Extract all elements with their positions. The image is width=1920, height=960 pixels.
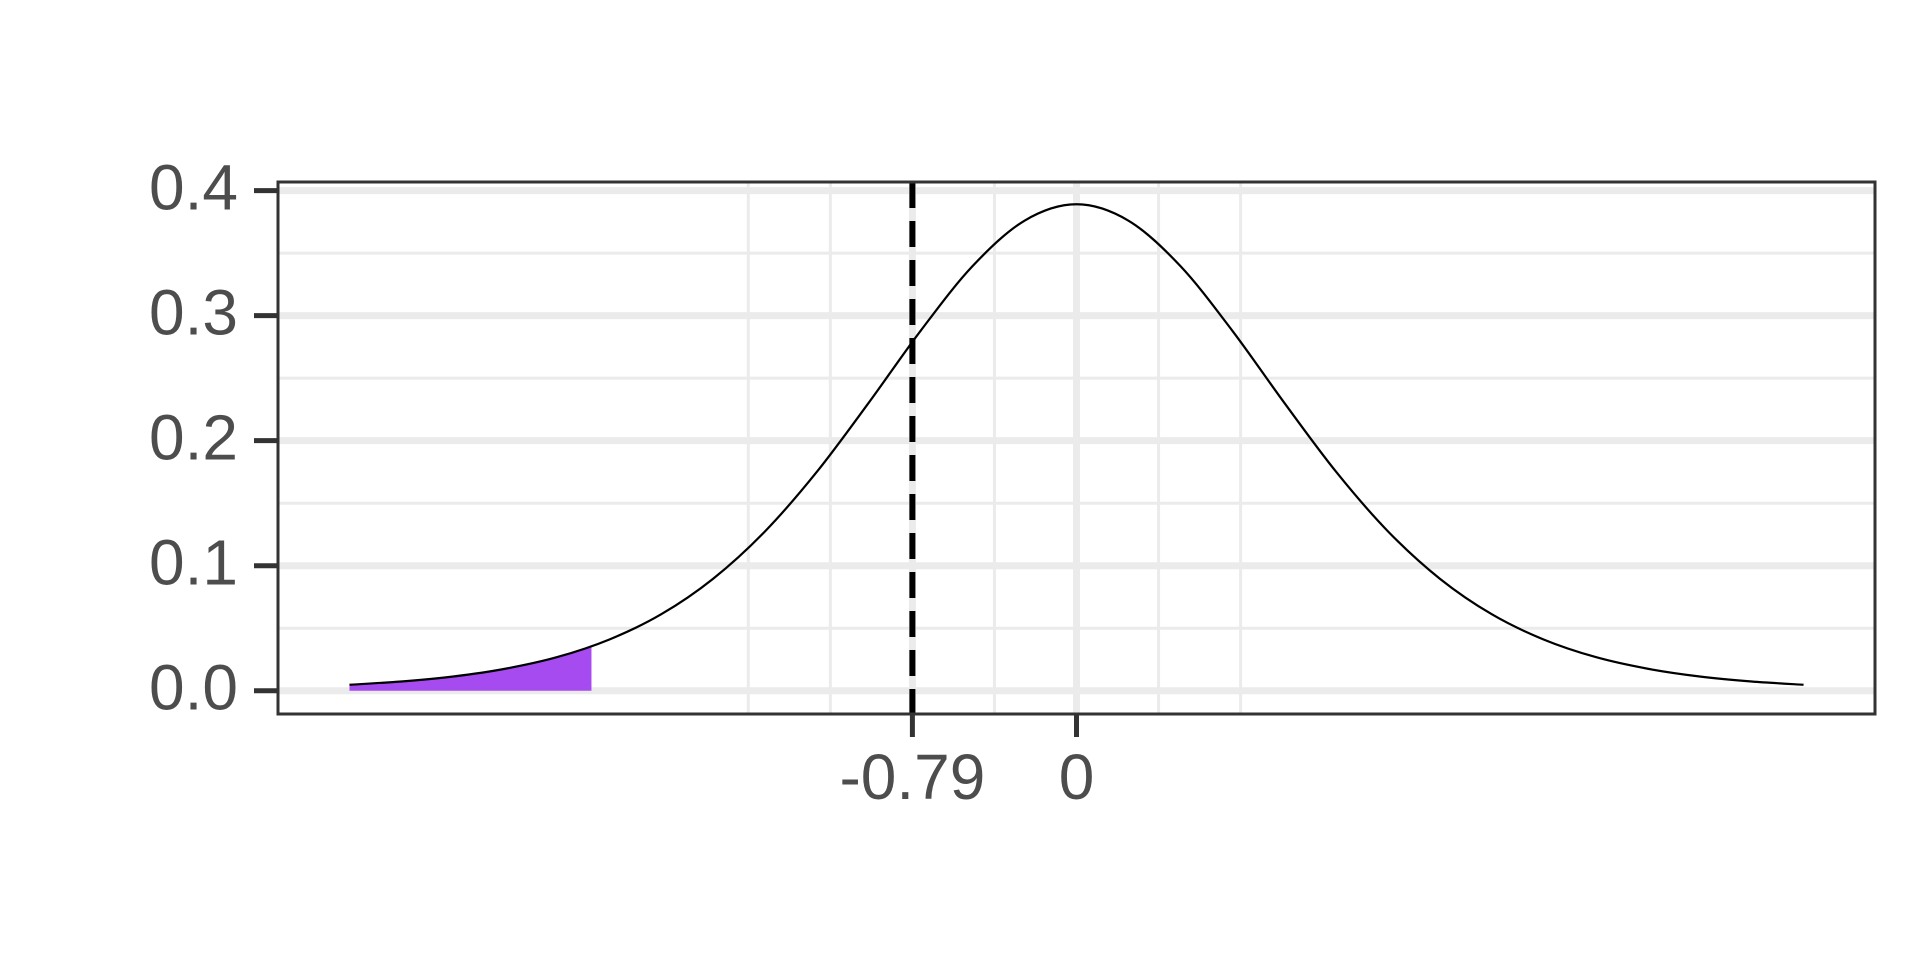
y-tick-label: 0.2 [149, 402, 238, 474]
x-tick-label: -0.79 [839, 741, 985, 813]
x-tick-label: 0 [1059, 741, 1095, 813]
y-tick-label: 0.4 [149, 152, 238, 224]
density-curve [349, 203, 1804, 686]
y-tick-label: 0.3 [149, 277, 238, 349]
shaded-area [349, 646, 592, 691]
y-tick-label: 0.0 [149, 652, 238, 724]
y-tick-label: 0.1 [149, 527, 238, 599]
